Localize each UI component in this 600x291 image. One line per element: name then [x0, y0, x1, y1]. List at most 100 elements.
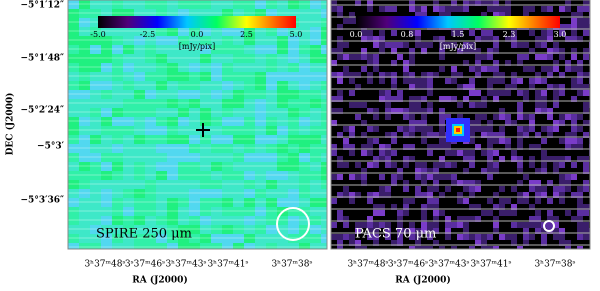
- pixel: [145, 0, 156, 9]
- pixel: [463, 156, 469, 162]
- pixel: [427, 198, 433, 204]
- pixel: [511, 30, 517, 36]
- pixel: [421, 114, 427, 120]
- pixel: [511, 42, 517, 48]
- pixel: [255, 0, 266, 9]
- pixel: [211, 180, 222, 189]
- pixel: [403, 156, 409, 162]
- x-tick-label: 3ʰ37ᵐ48ˢ: [84, 260, 125, 270]
- pixel: [541, 6, 547, 12]
- pixel: [553, 48, 559, 54]
- pixel: [541, 138, 547, 144]
- pixel: [255, 198, 266, 207]
- pixel: [178, 144, 189, 153]
- pixel: [535, 216, 541, 222]
- pixel: [200, 27, 211, 36]
- pixel: [457, 150, 463, 156]
- pixel: [299, 243, 310, 249]
- pixel: [463, 42, 469, 48]
- pixel: [469, 0, 475, 6]
- pixel: [427, 246, 433, 249]
- pixel: [266, 90, 277, 99]
- pixel: [505, 210, 511, 216]
- pixel: [79, 234, 90, 243]
- pixel: [409, 30, 415, 36]
- pixel: [200, 234, 211, 243]
- pixel: [331, 120, 337, 126]
- pixel: [211, 72, 222, 81]
- pixel: [505, 6, 511, 12]
- pixel: [571, 36, 577, 42]
- pixel: [559, 234, 565, 240]
- pixel: [331, 234, 337, 240]
- pixel: [101, 99, 112, 108]
- pixel: [529, 30, 535, 36]
- pixel: [337, 42, 343, 48]
- pixel: [571, 24, 577, 30]
- pixel: [415, 30, 421, 36]
- pixel: [145, 81, 156, 90]
- pixel: [391, 84, 397, 90]
- pixel: [134, 45, 145, 54]
- pixel: [391, 96, 397, 102]
- pixel: [277, 36, 288, 45]
- pixel: [123, 135, 134, 144]
- pixel: [571, 30, 577, 36]
- pixel: [156, 90, 167, 99]
- x-tick-label: 3ˢ37ᵐ46ˢ: [388, 260, 428, 270]
- pixel: [310, 144, 321, 153]
- pixel: [310, 198, 321, 207]
- pixel: [403, 180, 409, 186]
- pixel: [211, 198, 222, 207]
- pixel: [266, 207, 277, 216]
- pixel: [523, 132, 529, 138]
- pixel: [255, 153, 266, 162]
- pixel: [233, 216, 244, 225]
- pixel: [499, 126, 505, 132]
- pixel: [134, 171, 145, 180]
- pixel: [547, 132, 553, 138]
- pixel: [391, 72, 397, 78]
- pixel: [523, 192, 529, 198]
- pixel: [343, 186, 349, 192]
- pixel: [277, 225, 288, 234]
- pixel: [123, 9, 134, 18]
- pixel: [487, 6, 493, 12]
- pixel: [373, 210, 379, 216]
- pixel: [553, 168, 559, 174]
- pixel: [255, 108, 266, 117]
- pixel: [499, 198, 505, 204]
- pixel: [505, 0, 511, 6]
- pixel: [553, 222, 559, 228]
- pixel: [112, 108, 123, 117]
- pixel: [178, 90, 189, 99]
- pixel: [511, 78, 517, 84]
- pixel: [266, 144, 277, 153]
- pixel: [571, 12, 577, 18]
- pixel: [343, 18, 349, 24]
- pixel: [233, 54, 244, 63]
- pixel: [397, 216, 403, 222]
- pixel: [367, 54, 373, 60]
- pixel: [189, 171, 200, 180]
- pixel: [145, 36, 156, 45]
- pixel: [445, 216, 451, 222]
- pixel: [451, 6, 457, 12]
- pixel: [535, 90, 541, 96]
- beam: [276, 207, 310, 241]
- pixel: [403, 162, 409, 168]
- pixel: [559, 6, 565, 12]
- pixel: [145, 180, 156, 189]
- pixel: [156, 243, 167, 249]
- pixel: [565, 6, 571, 12]
- pixel: [178, 198, 189, 207]
- pixel: [541, 78, 547, 84]
- pixel: [553, 84, 559, 90]
- pixel: [178, 171, 189, 180]
- pixel: [499, 234, 505, 240]
- pixel: [299, 63, 310, 72]
- pixel: [469, 162, 475, 168]
- pixel: [79, 243, 90, 249]
- pixel: [134, 63, 145, 72]
- pixel: [90, 9, 101, 18]
